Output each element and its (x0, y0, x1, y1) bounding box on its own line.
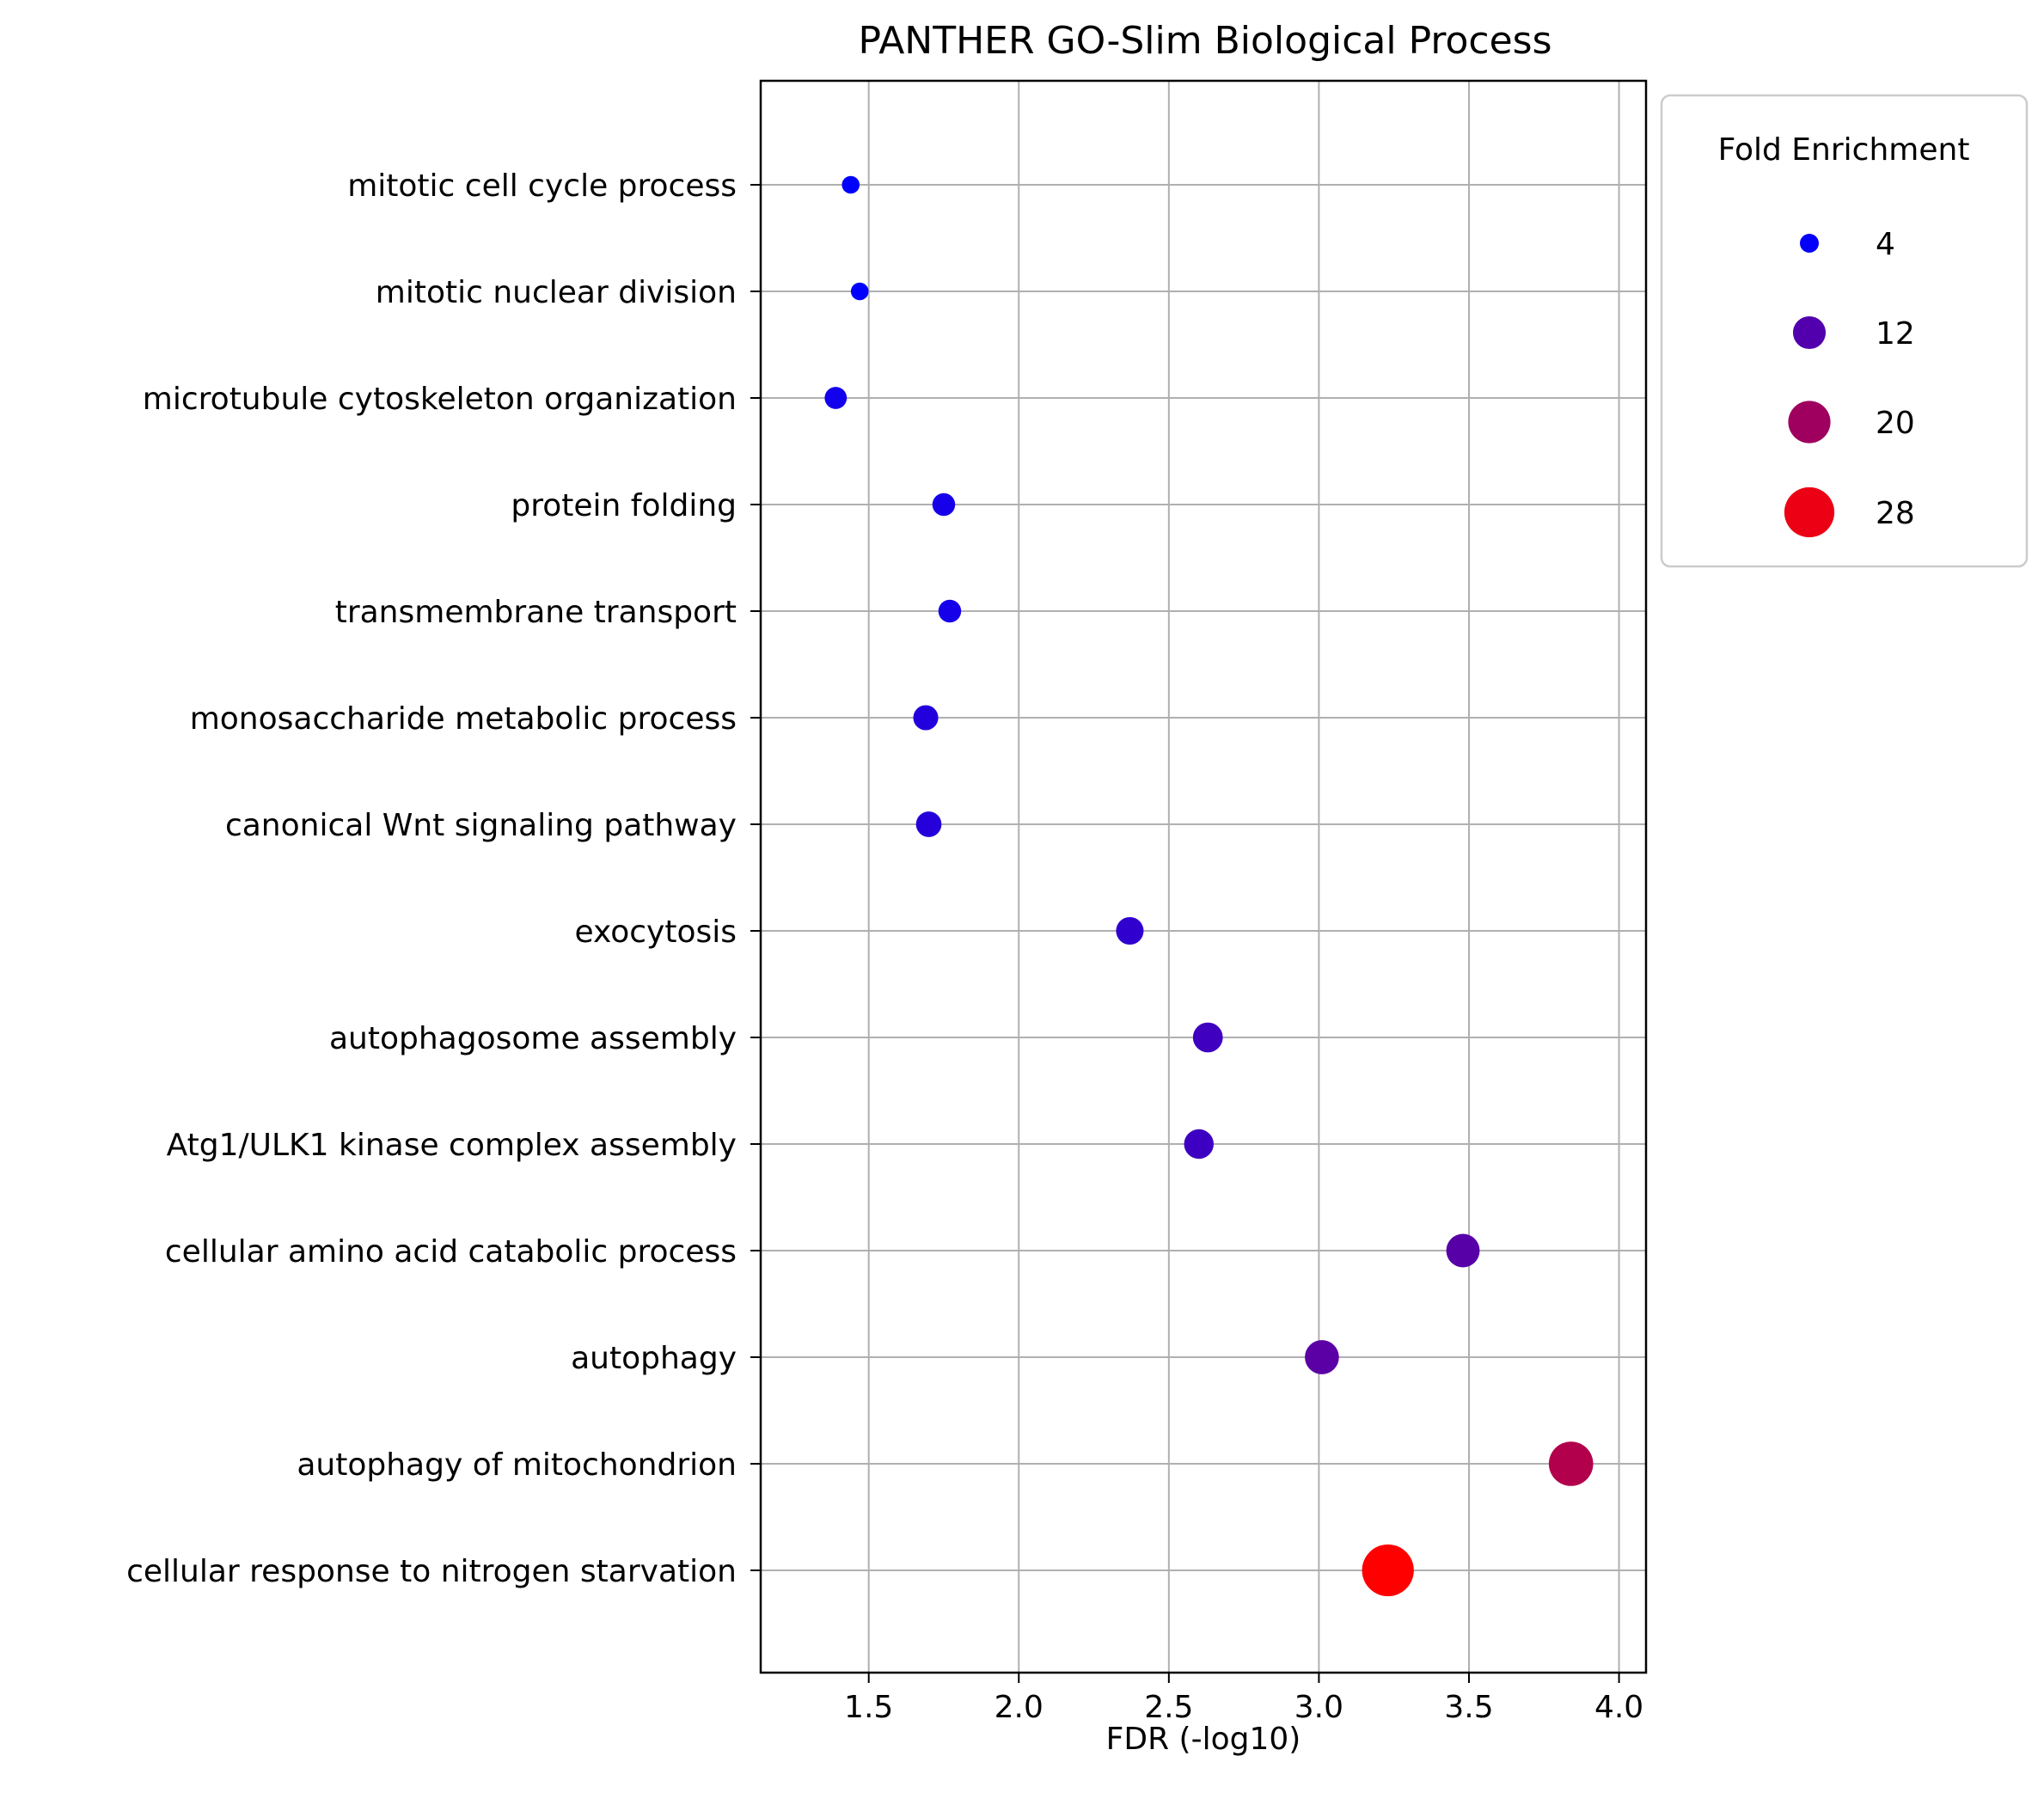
chart-title: PANTHER GO-Slim Biological Process (858, 19, 1551, 63)
y-tick-label: protein folding (511, 488, 737, 523)
legend-marker (1800, 234, 1819, 253)
data-point (841, 175, 860, 194)
data-point (1116, 916, 1144, 945)
x-tick-label: 3.5 (1444, 1690, 1493, 1725)
legend-marker (1792, 315, 1827, 350)
plot-frame (759, 79, 1648, 1674)
y-tick-label: autophagy of mitochondrion (297, 1447, 737, 1483)
data-point (850, 282, 869, 301)
y-tick-label: Atg1/ULK1 kinase complex assembly (167, 1128, 737, 1163)
y-tick-label: microtubule cytoskeleton organization (143, 382, 737, 417)
data-point (938, 599, 962, 623)
y-tick-label: cellular amino acid catabolic process (165, 1234, 737, 1270)
x-tick-label: 3.0 (1294, 1690, 1343, 1725)
y-tick-label: transmembrane transport (335, 595, 737, 630)
data-point (1362, 1544, 1414, 1597)
data-point (1548, 1441, 1594, 1486)
data-point (1446, 1233, 1480, 1268)
y-tick-label: mitotic cell cycle process (347, 168, 737, 204)
legend-marker (1788, 401, 1831, 444)
y-tick-label: cellular response to nitrogen starvation (126, 1554, 737, 1589)
legend-title: Fold Enrichment (1718, 132, 1970, 168)
data-point (915, 811, 942, 837)
grid (761, 81, 1646, 1673)
y-tick-label: canonical Wnt signaling pathway (225, 808, 737, 843)
x-axis-label: FDR (-log10) (1106, 1722, 1301, 1757)
y-tick-label: mitotic nuclear division (376, 275, 737, 310)
data-point (824, 387, 848, 409)
x-tick-label: 2.0 (994, 1690, 1043, 1725)
data-points (824, 175, 1594, 1597)
data-point (1192, 1022, 1223, 1053)
legend-frame (1660, 94, 2029, 568)
legend-label: 4 (1876, 227, 1895, 262)
y-tick-label: autophagosome assembly (329, 1021, 737, 1056)
data-point (932, 493, 956, 517)
legend-label: 12 (1876, 316, 1915, 352)
legend: Fold Enrichment 4 12 20 28 (1660, 94, 2029, 568)
x-tick-label: 1.5 (844, 1690, 893, 1725)
x-tick-label: 2.5 (1144, 1690, 1193, 1725)
y-tick-label: monosaccharide metabolic process (190, 701, 737, 737)
x-tick-label: 4.0 (1594, 1690, 1643, 1725)
legend-marker (1784, 486, 1835, 538)
legend-label: 20 (1876, 406, 1915, 441)
data-point (1184, 1129, 1214, 1159)
data-point (1305, 1340, 1339, 1374)
y-tick-label: exocytosis (575, 915, 737, 950)
y-axis-ticks: mitotic cell cycle process mitotic nuclea… (126, 168, 761, 1589)
x-axis-ticks: 1.5 2.0 2.5 3.0 3.5 4.0 (844, 1673, 1643, 1725)
data-point (913, 705, 939, 731)
y-tick-label: autophagy (571, 1341, 737, 1376)
legend-label: 28 (1876, 496, 1915, 531)
